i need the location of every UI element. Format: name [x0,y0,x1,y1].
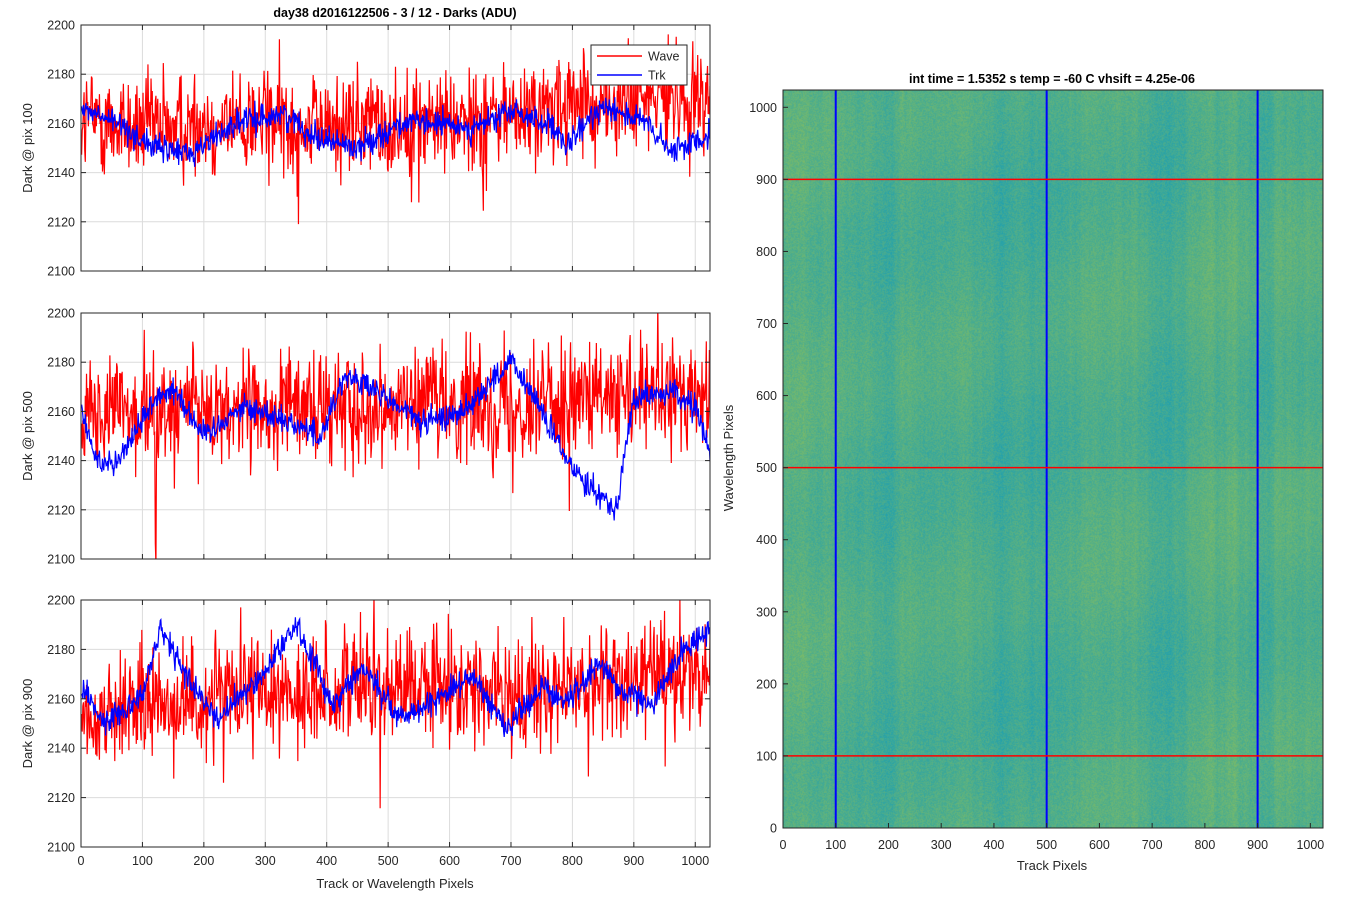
x-tick-label: 100 [825,838,846,852]
x-tick-label: 200 [193,854,214,868]
y-tick-label: 2180 [47,643,75,657]
y-tick-label: 100 [756,749,777,763]
y-tick-label: 2120 [47,503,75,517]
y-tick-label: 2140 [47,454,75,468]
x-tick-label: 100 [132,854,153,868]
y-tick-label: 2200 [47,19,75,33]
series-trk-line [81,616,710,738]
y-tick-label: 2200 [47,594,75,608]
x-tick-label: 400 [984,838,1005,852]
x-tick-label: 400 [316,854,337,868]
x-tick-label: 600 [439,854,460,868]
x-tick-label: 200 [878,838,899,852]
y-tick-label: 600 [756,389,777,403]
y-tick-label: 2180 [47,356,75,370]
y-tick-label: 200 [756,677,777,691]
x-tick-label: 1000 [1296,838,1324,852]
series-wave-line [81,313,710,559]
x-tick-label: 900 [623,854,644,868]
y-tick-label: 700 [756,317,777,331]
x-tick-label: 600 [1089,838,1110,852]
y-tick-label: 2120 [47,791,75,805]
legend-trk-label: Trk [648,69,666,83]
heatmap-axes-box [782,89,1324,829]
x-tick-label: 500 [1036,838,1057,852]
x-tick-label: 800 [1194,838,1215,852]
y-tick-label: 2100 [47,553,75,567]
axes-box [80,312,711,560]
figure-title: day38 d2016122506 - 3 / 12 - Darks (ADU) [273,6,516,20]
x-tick-label: 900 [1247,838,1268,852]
y-tick-label: 400 [756,533,777,547]
y-tick-label: 2160 [47,117,75,131]
legend: Wave Trk [590,44,688,86]
x-tick-label: 300 [931,838,952,852]
y-tick-label: 300 [756,605,777,619]
x-tick-label: 500 [378,854,399,868]
y-tick-label: 2180 [47,68,75,82]
y-tick-label: 2120 [47,215,75,229]
y-axis-label: Dark @ pix 100 [20,103,35,193]
shared-x-axis-label: Track or Wavelength Pixels [316,876,474,891]
x-tick-label: 0 [78,854,85,868]
y-tick-label: 2160 [47,405,75,419]
series-trk-line [81,97,710,167]
x-tick-label: 700 [1142,838,1163,852]
line-plot-pix-900: 0 100 200 300 400 500 600 700 800 900 1000 2100 2120… [20,594,711,868]
y-tick-label: 500 [756,461,777,475]
legend-wave-label: Wave [648,50,680,64]
x-tick-label: 700 [501,854,522,868]
x-tick-label: 0 [780,838,787,852]
heatmap-y-axis-label: Wavelength Pixels [721,404,736,511]
y-tick-label: 2200 [47,307,75,321]
y-axis-label: Dark @ pix 900 [20,679,35,769]
axes-box [80,24,711,272]
heatmap-image [783,90,1323,828]
y-tick-label: 800 [756,245,777,259]
heatmap-title: int time = 1.5352 s temp = -60 C vhsift … [909,72,1195,86]
y-tick-label: 2140 [47,166,75,180]
axes-box [80,599,711,848]
x-tick-label: 800 [562,854,583,868]
x-tick-label: 1000 [681,854,709,868]
line-plot-pix-500: 2100 2120 2140 2160 2180 2200 Dark @ pix 500 [20,307,711,567]
heatmap-plot: int time = 1.5352 s temp = -60 C vhsift … [721,72,1324,873]
y-tick-label: 1000 [749,101,777,115]
y-tick-label: 2100 [47,841,75,855]
y-tick-label: 0 [770,822,777,836]
y-tick-label: 2160 [47,692,75,706]
series-wave-line [81,600,710,809]
y-tick-label: 2140 [47,742,75,756]
heatmap-x-axis-label: Track Pixels [1017,858,1088,873]
y-axis-label: Dark @ pix 500 [20,391,35,481]
legend-box [590,44,688,86]
y-tick-label: 2100 [47,265,75,279]
x-tick-label: 300 [255,854,276,868]
y-tick-label: 900 [756,173,777,187]
series-trk-line [81,349,710,521]
